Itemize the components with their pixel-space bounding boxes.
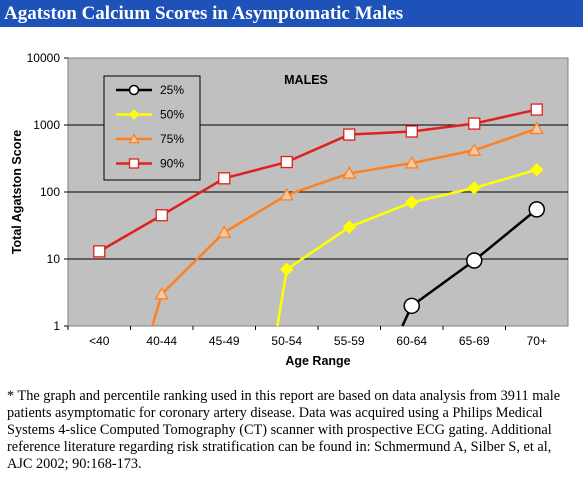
x-tick-label: 60-64 (396, 334, 427, 348)
series-line (276, 269, 288, 327)
legend-marker (128, 109, 140, 120)
x-tick-label: 65-69 (459, 334, 490, 348)
y-axis-label: Total Agatston Score (10, 130, 24, 254)
legend: 25% 50% 75% 90% (103, 75, 201, 181)
series-50pct (276, 163, 544, 327)
data-point (405, 125, 418, 138)
series-line (348, 201, 413, 229)
chart-container: 1 10 100 1000 10000 <40 40-44 45-49 50-54 55-59 6… (0, 34, 585, 370)
series-line (98, 214, 163, 253)
series-line-group (151, 127, 538, 327)
series-line (473, 127, 538, 152)
series-line (473, 208, 538, 262)
data-point (403, 297, 420, 315)
agatston-chart: 1 10 100 1000 10000 <40 40-44 45-49 50-54 55-59 6… (10, 51, 569, 368)
legend-label: 50% (160, 108, 184, 122)
page-title: Agatston Calcium Scores in Asymptomatic … (0, 0, 583, 27)
y-tick-label: 10 (47, 252, 61, 266)
data-point (530, 163, 544, 177)
data-point (405, 195, 419, 210)
data-point (342, 220, 356, 234)
chart-title: MALES (284, 73, 328, 87)
series-line (286, 225, 350, 271)
x-tick-labels: <40 40-44 45-49 50-54 55-59 60-64 65-69 70+ (89, 334, 547, 348)
series-75pct (151, 121, 544, 327)
y-tick-labels: 1 10 100 1000 10000 (27, 51, 61, 333)
x-axis-label: Age Range (285, 354, 350, 368)
x-tick-label: 40-44 (146, 334, 177, 348)
data-point (468, 117, 481, 130)
series-line (286, 133, 350, 164)
legend-item: 75% (116, 132, 184, 146)
series-line (411, 186, 475, 204)
y-tick-label: 1000 (33, 118, 60, 132)
data-point (155, 209, 168, 222)
x-tick-label: 45-49 (209, 334, 240, 348)
data-point (279, 187, 294, 201)
y-tick-label: 1 (53, 319, 60, 333)
series-line (349, 161, 412, 175)
data-point (467, 142, 482, 156)
series-line-group (98, 108, 538, 253)
data-point (280, 155, 293, 169)
legend-item: 25% (116, 83, 184, 97)
series-90pct (93, 103, 543, 258)
x-tick-label: 55-59 (334, 334, 365, 348)
series-line (160, 231, 226, 295)
series-line (411, 149, 475, 165)
legend-label: 75% (160, 132, 184, 146)
series-line (223, 193, 288, 234)
data-series (93, 103, 545, 327)
legend-marker (128, 133, 140, 144)
data-point (466, 252, 483, 269)
data-point (154, 286, 169, 300)
legend-label: 90% (160, 157, 184, 171)
series-line (473, 108, 538, 125)
series-line (286, 172, 350, 197)
data-point (280, 262, 294, 277)
y-tick-label: 10000 (27, 51, 61, 65)
data-point (93, 245, 106, 258)
series-line (161, 177, 225, 217)
y-tick-label: 100 (40, 185, 60, 199)
data-point (528, 201, 545, 218)
series-line (349, 130, 412, 136)
series-line (223, 160, 288, 180)
series-line (411, 259, 475, 307)
data-point (217, 224, 232, 238)
data-point (343, 128, 356, 141)
footnote-text: * The graph and percentile ranking used … (7, 388, 561, 472)
legend-item: 50% (116, 108, 184, 122)
data-point (342, 165, 357, 179)
data-point (218, 172, 231, 185)
legend-marker (128, 158, 140, 169)
x-tick-label: <40 (89, 334, 110, 348)
data-point (529, 121, 544, 135)
data-point (530, 103, 543, 116)
series-line (473, 168, 538, 190)
series-line (411, 122, 475, 133)
data-point (404, 155, 419, 169)
legend-item: 90% (116, 157, 184, 171)
x-tick-label: 50-54 (271, 334, 302, 348)
x-tick-label: 70+ (527, 334, 547, 348)
series-25pct (401, 201, 545, 327)
series-line-group (276, 168, 538, 327)
legend-marker (128, 84, 140, 96)
legend-label: 25% (160, 83, 184, 97)
data-point (467, 181, 481, 195)
